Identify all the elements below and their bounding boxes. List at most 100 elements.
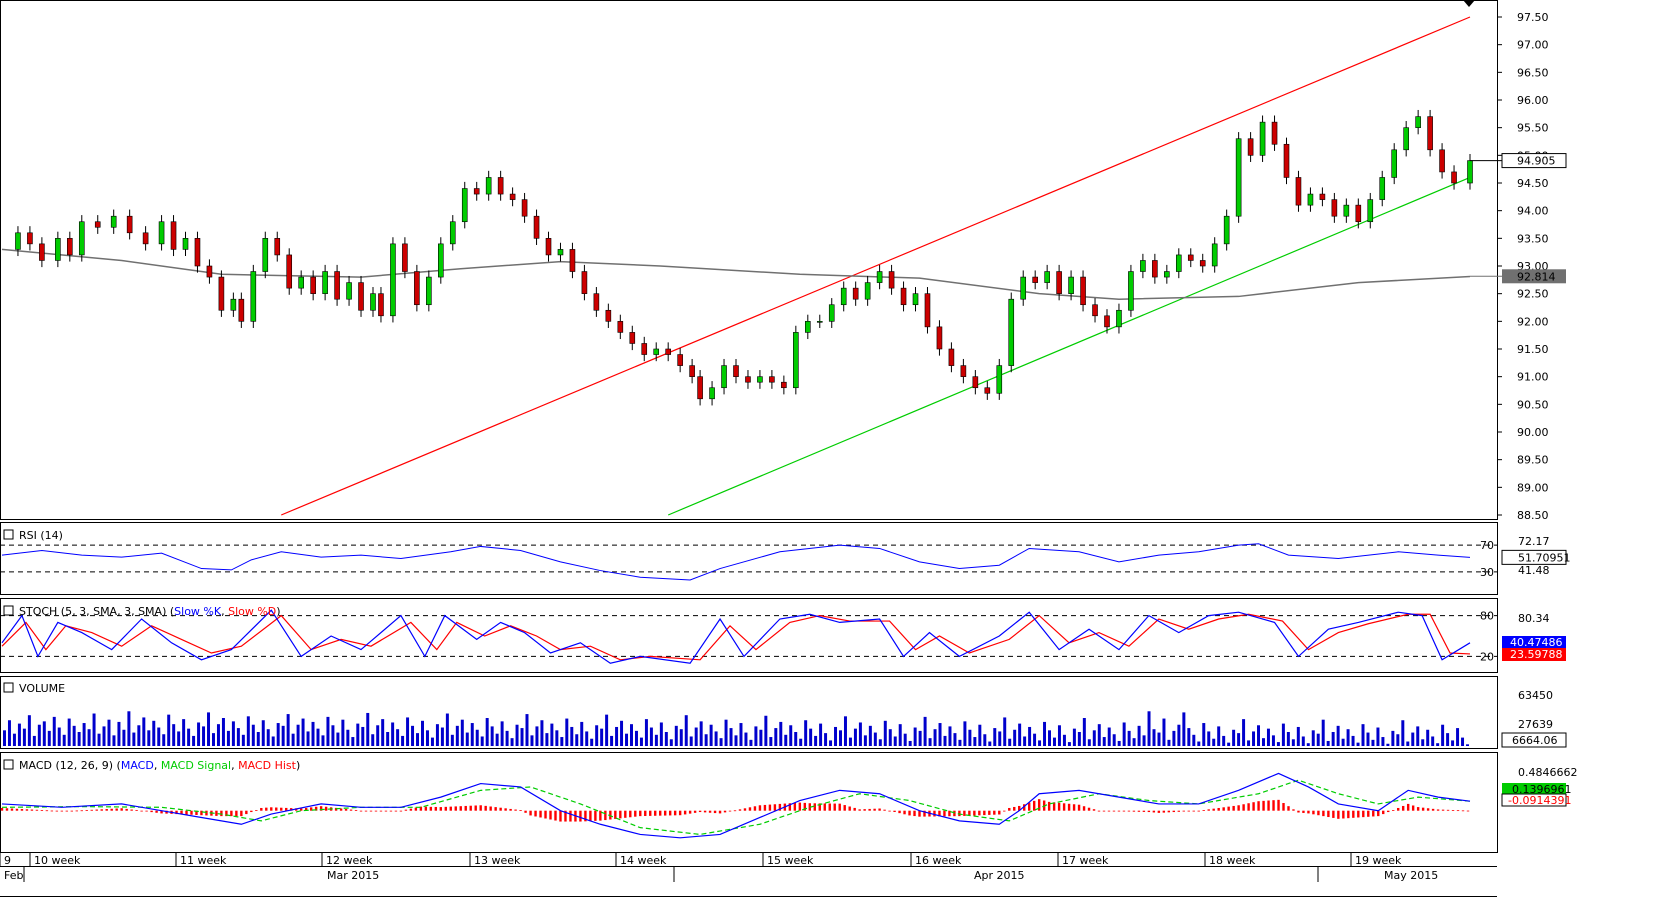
macd-hist-bar <box>1396 807 1400 811</box>
macd-hist-bar <box>130 809 133 811</box>
macd-hist-bar <box>544 810 547 819</box>
rsi-scale-bottom: 41.48 <box>1518 564 1550 577</box>
volume-bar <box>913 727 917 746</box>
macd-hist-bar <box>738 809 742 811</box>
macd-hist-bar <box>140 810 143 812</box>
stoch-d-value-label: 23.59788 <box>1510 648 1563 661</box>
macd-hist-bar <box>1466 810 1470 812</box>
volume-bar <box>1326 740 1330 746</box>
candle-body <box>126 215 133 234</box>
rsi-close-icon[interactable] <box>3 529 14 540</box>
macd-hist-bar <box>285 807 288 811</box>
macd-hist-bar <box>30 809 34 811</box>
macd-hist-bar <box>1372 810 1375 817</box>
volume-bar <box>1386 743 1390 746</box>
volume-bar <box>1391 730 1395 746</box>
candle-body <box>1235 138 1242 217</box>
macd-hist-bar <box>908 810 911 816</box>
week-label: 9 <box>4 854 11 867</box>
macd-hist-bar <box>1426 808 1430 811</box>
macd-hist-bar <box>1357 810 1360 818</box>
volume-bar <box>1043 721 1047 746</box>
volume-bar <box>1227 742 1231 746</box>
macd-hist-bar <box>594 810 597 821</box>
volume-bar <box>620 720 624 746</box>
volume-bar <box>938 723 942 746</box>
macd-hist-bar <box>1087 807 1091 811</box>
macd-hist-bar <box>1441 809 1445 811</box>
candle-body <box>828 304 835 322</box>
macd-hist-bar <box>893 810 896 812</box>
volume-bar <box>1416 726 1420 746</box>
volume-bar <box>47 730 51 746</box>
volume-bar <box>1202 723 1206 746</box>
macd-hist-bar <box>115 808 118 811</box>
macd-hist-bar <box>903 810 906 815</box>
macd-hist-bar <box>848 806 851 811</box>
candle-body <box>1259 121 1266 156</box>
volume-bar <box>759 729 763 746</box>
macd-hist-bar <box>534 810 537 817</box>
macd-signal-value-label: 0.1396961 <box>1512 783 1572 796</box>
candle-body <box>438 243 444 278</box>
macd-hist-bar <box>1107 810 1111 812</box>
volume-bar <box>600 728 604 746</box>
macd-hist-bar <box>314 806 318 811</box>
volume-bar <box>1296 726 1300 746</box>
macd-hist-bar <box>250 810 253 813</box>
macd-hist-bar <box>634 810 637 817</box>
macd-hist-bar <box>1277 799 1280 811</box>
macd-pane-frame <box>0 752 1498 853</box>
scroll-marker-icon[interactable] <box>1463 0 1475 7</box>
macd-hist-bar <box>619 810 622 819</box>
volume-bar <box>799 738 803 746</box>
macd-hist-bar <box>404 809 408 811</box>
macd-hist-bar <box>569 810 572 822</box>
macd-hist-bar <box>629 810 632 818</box>
macd-hist-bar <box>1132 810 1136 812</box>
volume-bar <box>1067 742 1071 746</box>
macd-hist-bar <box>10 808 14 811</box>
volume-bar <box>679 729 683 746</box>
volume-pane: 63450 27639 6664.06 <box>2 689 1567 748</box>
macd-hist-bar <box>564 810 567 822</box>
macd-hist-bar <box>75 810 78 812</box>
volume-bar <box>953 733 957 746</box>
macd-hist-bar <box>589 810 592 822</box>
volume-close-icon[interactable] <box>3 682 14 693</box>
stoch-close-icon[interactable] <box>3 605 14 616</box>
macd-hist-bar <box>155 810 158 813</box>
candle-body <box>960 365 967 377</box>
macd-hist-bar <box>1406 803 1410 811</box>
volume-bar <box>500 721 504 746</box>
week-label: 15 week <box>767 854 814 867</box>
macd-hist-bar <box>1387 810 1390 813</box>
volume-bar <box>1252 731 1256 746</box>
rsi-header: RSI (14) <box>3 529 63 542</box>
macd-hist-bar <box>344 809 348 811</box>
candle-body <box>15 232 21 250</box>
volume-bar <box>311 721 315 746</box>
macd-scale-top: 0.4846662 <box>1518 766 1578 779</box>
macd-hist-bar <box>464 805 467 811</box>
macd-hist-bar <box>319 806 323 811</box>
macd-hist-bar <box>389 810 393 812</box>
x-axis: 9 10 week 11 week 12 week 13 week 14 week 15 w… <box>0 853 1497 882</box>
macd-hist-bar <box>304 807 308 811</box>
volume-bar <box>445 713 449 746</box>
macd-close-icon[interactable] <box>3 759 14 770</box>
volume-bar <box>62 734 66 746</box>
volume-bar <box>152 720 156 746</box>
volume-bar <box>834 726 838 746</box>
candle-body <box>984 387 991 394</box>
volume-bar <box>301 718 305 746</box>
candle-body <box>996 365 1003 394</box>
macd-hist-bar <box>1182 810 1185 812</box>
macd-hist-bar <box>40 810 44 811</box>
volume-bar <box>17 723 21 746</box>
volume-bar <box>211 733 215 746</box>
volume-bar <box>794 732 798 746</box>
candle-body <box>67 238 73 256</box>
volume-bar <box>1461 737 1465 746</box>
volume-bar <box>744 732 748 746</box>
